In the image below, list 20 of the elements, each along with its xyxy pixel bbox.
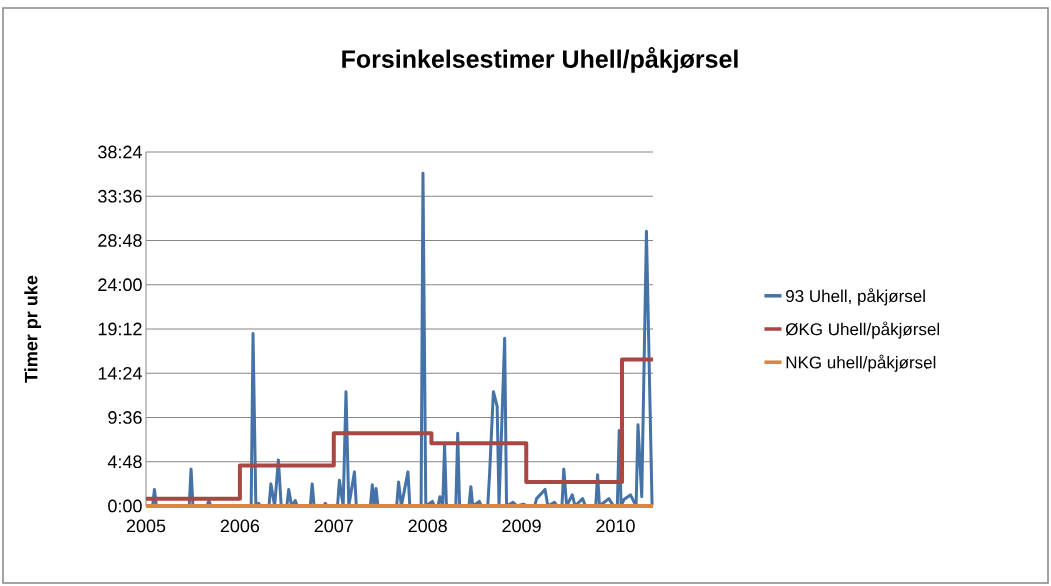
x-tick-label: 2009 (502, 519, 541, 533)
chart-title: Forsinkelsestimer Uhell/påkjørsel (342, 47, 738, 73)
y-tick-label: 33:36 (98, 189, 142, 203)
y-tick-label: 24:00 (98, 278, 142, 292)
y-axis-title: Timer pr uke (24, 275, 42, 383)
y-tick-label: 0:00 (108, 499, 142, 513)
x-tick-label: 2006 (220, 519, 260, 533)
y-tick-label: 38:24 (98, 145, 142, 159)
legend-label: ØKG Uhell/påkjørsel (785, 321, 940, 339)
x-tick-label: 2008 (408, 519, 447, 533)
y-tick-label: 9:36 (108, 411, 142, 424)
y-tick-label: 14:24 (98, 366, 142, 380)
y-tick-label: 19:12 (98, 322, 142, 336)
x-tick-label: 2010 (596, 519, 635, 533)
legend-label: NKG uhell/påkjørsel (786, 354, 936, 372)
y-tick-label: 28:48 (98, 234, 142, 247)
x-tick-label: 2005 (126, 519, 166, 533)
y-tick-label: 4:48 (107, 455, 142, 469)
x-tick-label: 2007 (314, 519, 353, 533)
legend-label: 93 Uhell, påkjørsel (786, 288, 925, 306)
